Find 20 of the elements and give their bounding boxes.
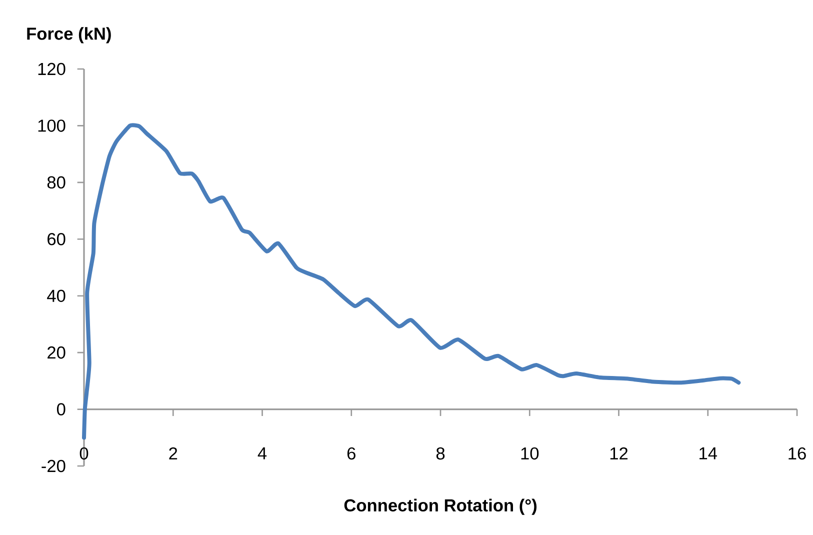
y-tick-label: 20: [48, 346, 66, 359]
y-tick-label: 80: [47, 176, 66, 189]
x-tick-label: 16: [788, 447, 806, 460]
x-tick-label: 14: [700, 447, 718, 460]
y-tick-label: -20: [42, 460, 66, 472]
x-tick-label: 2: [169, 447, 178, 460]
y-tick-label: 40: [47, 290, 66, 302]
y-tick-label: 120: [38, 62, 66, 76]
x-tick-label: 6: [347, 447, 356, 460]
x-axis-title: Connection Rotation (°): [344, 498, 537, 515]
y-tick-label: 100: [38, 120, 66, 132]
x-tick-label: 4: [258, 447, 267, 460]
x-tick-label: 10: [521, 447, 539, 460]
x-tick-label: 12: [610, 447, 628, 460]
y-axis-title: Force (kN): [27, 27, 111, 44]
x-tick-label: 0: [80, 447, 88, 460]
y-tick-label: 60: [48, 233, 66, 246]
y-tick-label: 0: [56, 403, 66, 416]
line-series: [82, 123, 741, 440]
x-tick-label: 8: [436, 447, 445, 460]
